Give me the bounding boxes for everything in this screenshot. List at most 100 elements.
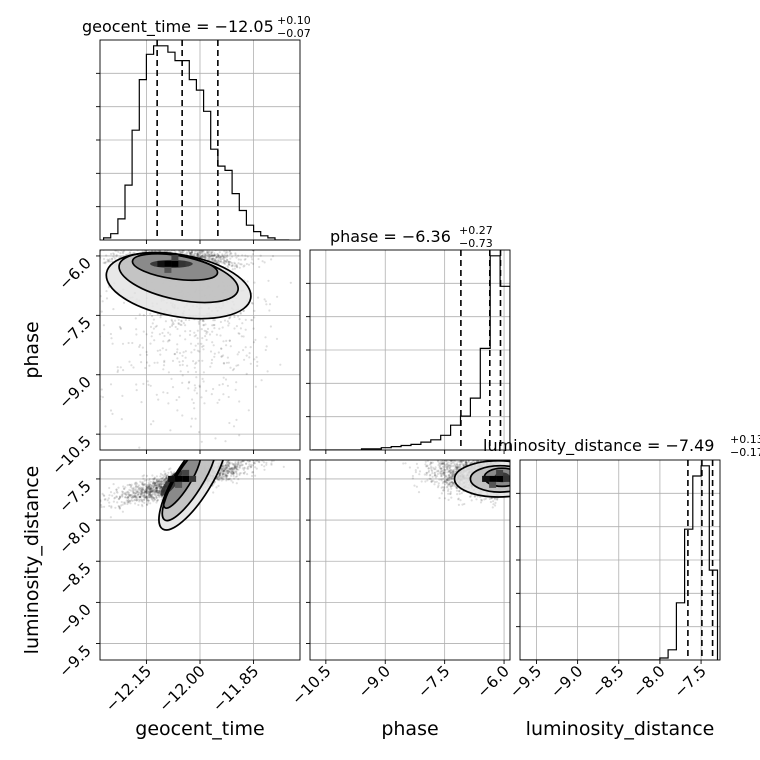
- joint-geocent_time-phase-point: [179, 250, 182, 253]
- joint-geocent_time-luminosity_distance-point: [217, 484, 220, 487]
- joint-geocent_time-phase-point: [156, 313, 159, 316]
- joint-geocent_time-luminosity_distance-point: [100, 505, 103, 509]
- joint-geocent_time-phase-point: [229, 366, 232, 369]
- joint-geocent_time-luminosity_distance-point: [234, 466, 237, 469]
- joint-geocent_time-phase-point: [122, 301, 126, 304]
- joint-geocent_time-phase-point: [213, 323, 216, 327]
- joint-geocent_time-phase-point: [188, 318, 191, 322]
- joint-phase-luminosity_distance-point: [451, 473, 454, 476]
- joint-geocent_time-luminosity_distance-point: [229, 461, 232, 464]
- joint-geocent_time-luminosity_distance-point: [150, 490, 153, 493]
- joint-geocent_time-luminosity_distance-point: [145, 495, 148, 498]
- joint-geocent_time-phase-point: [200, 440, 203, 443]
- joint-geocent_time-luminosity_distance-point: [219, 471, 222, 474]
- joint-geocent_time-luminosity_distance-point: [153, 477, 156, 480]
- joint-geocent_time-phase-point: [184, 350, 187, 353]
- joint-geocent_time-luminosity_distance-point: [158, 489, 161, 493]
- joint-geocent_time-phase-point: [228, 339, 231, 342]
- joint-geocent_time-phase-point: [240, 263, 243, 266]
- joint-phase-luminosity_distance-point: [464, 463, 467, 466]
- joint-geocent_time-luminosity_distance-point: [147, 481, 150, 484]
- joint-geocent_time-phase-point: [194, 417, 197, 420]
- joint-geocent_time-luminosity_distance-point: [265, 461, 268, 464]
- joint-geocent_time-luminosity_distance-point: [143, 494, 146, 497]
- ylabel-luminosity_distance: luminosity_distance: [21, 466, 43, 655]
- joint-geocent_time-luminosity_distance-point: [227, 463, 230, 466]
- joint-geocent_time-phase-point: [189, 253, 192, 256]
- joint-geocent_time-phase-point: [209, 365, 212, 368]
- joint-geocent_time-luminosity_distance-point: [151, 481, 155, 484]
- joint-geocent_time-luminosity_distance-point: [155, 489, 158, 492]
- joint-phase-luminosity_distance-point: [454, 460, 457, 463]
- joint-geocent_time-phase-point: [212, 259, 215, 262]
- joint-geocent_time-luminosity_distance-point: [137, 493, 140, 496]
- joint-geocent_time-luminosity_distance-point: [148, 495, 151, 498]
- joint-geocent_time-phase-point: [242, 349, 245, 352]
- title-geocent_time-sub: −0.07: [277, 27, 311, 40]
- joint-geocent_time-phase-point: [153, 361, 156, 364]
- joint-geocent_time-phase-point: [233, 327, 236, 330]
- title-geocent_time: geocent_time = −12.05 +0.10 −0.07: [82, 14, 311, 40]
- joint-geocent_time-luminosity_distance-point: [145, 497, 149, 500]
- joint-geocent_time-luminosity_distance-point: [230, 467, 233, 470]
- joint-geocent_time-luminosity_distance-point: [228, 462, 231, 465]
- joint-geocent_time-phase-point: [101, 396, 104, 399]
- joint-geocent_time-luminosity_distance-point: [157, 494, 160, 497]
- joint-geocent_time-phase-point: [218, 251, 221, 254]
- joint-geocent_time-luminosity_distance-point: [156, 486, 159, 490]
- joint-geocent_time-luminosity_distance-point: [252, 461, 255, 464]
- joint-geocent_time-luminosity_distance-point: [155, 478, 158, 482]
- joint-geocent_time-phase-point: [193, 389, 196, 392]
- joint-geocent_time-luminosity_distance-point: [140, 503, 144, 506]
- joint-geocent_time-phase-point: [181, 251, 184, 254]
- joint-geocent_time-luminosity_distance-point: [124, 496, 127, 499]
- joint-geocent_time-phase-point: [252, 341, 256, 344]
- joint-geocent_time-phase-point: [178, 396, 181, 399]
- joint-geocent_time-phase-point: [202, 348, 205, 351]
- joint-geocent_time-luminosity_distance-point: [141, 482, 144, 485]
- joint-geocent_time-luminosity_distance-point: [160, 480, 163, 483]
- joint-geocent_time-phase-point: [190, 351, 193, 354]
- joint-geocent_time-luminosity_distance-point: [158, 490, 161, 493]
- joint-geocent_time-luminosity_distance-point: [224, 474, 227, 477]
- joint-geocent_time-luminosity_distance-point: [152, 489, 155, 492]
- joint-phase-luminosity_distance-point: [440, 478, 443, 481]
- joint-geocent_time-luminosity_distance-point: [152, 480, 155, 483]
- joint-geocent_time-phase-point: [239, 312, 242, 315]
- joint-geocent_time-phase-point: [215, 256, 218, 259]
- joint-geocent_time-phase-point: [212, 319, 215, 322]
- joint-geocent_time-phase-point: [150, 250, 153, 253]
- joint-geocent_time-phase-point: [228, 316, 232, 319]
- ylabel-phase: phase: [21, 321, 43, 378]
- joint-geocent_time-luminosity_distance-point: [152, 481, 155, 484]
- joint-geocent_time-luminosity_distance-point: [155, 488, 158, 491]
- joint-geocent_time-phase-point: [225, 256, 228, 259]
- joint-geocent_time-phase-point: [217, 254, 220, 257]
- joint-geocent_time-luminosity_distance-point: [135, 482, 139, 485]
- joint-geocent_time-phase-point: [112, 253, 116, 256]
- joint-geocent_time-phase-point: [191, 250, 194, 254]
- joint-phase-luminosity_distance-point: [442, 477, 445, 480]
- joint-geocent_time-luminosity_distance-point: [157, 480, 160, 484]
- joint-phase-luminosity_distance-point: [441, 485, 444, 489]
- joint-geocent_time-phase-point: [256, 360, 259, 363]
- joint-geocent_time-phase-point: [189, 329, 192, 333]
- joint-geocent_time-phase-point: [207, 257, 211, 260]
- joint-geocent_time-luminosity_distance-point: [131, 499, 134, 503]
- joint-geocent_time-phase-point: [247, 263, 251, 266]
- joint-geocent_time-phase-point: [146, 353, 149, 356]
- joint-geocent_time-luminosity_distance-point: [143, 491, 146, 495]
- joint-geocent_time-phase-point: [252, 327, 255, 330]
- joint-geocent_time-phase-point: [211, 254, 214, 257]
- joint-geocent_time-luminosity_distance-point: [148, 479, 151, 482]
- joint-geocent_time-phase-point: [142, 330, 145, 333]
- joint-geocent_time-phase-point: [253, 358, 256, 361]
- joint-geocent_time-phase-point: [228, 253, 231, 256]
- joint-geocent_time-luminosity_distance-point: [141, 505, 144, 508]
- joint-geocent_time-luminosity_distance-point: [126, 502, 129, 506]
- joint-geocent_time-luminosity_distance-point: [125, 493, 128, 496]
- joint-geocent_time-luminosity_distance-point: [223, 468, 226, 471]
- joint-geocent_time-luminosity_distance-point: [134, 495, 137, 498]
- joint-geocent_time-luminosity_distance-point: [137, 488, 140, 491]
- joint-geocent_time-phase-point: [242, 309, 245, 312]
